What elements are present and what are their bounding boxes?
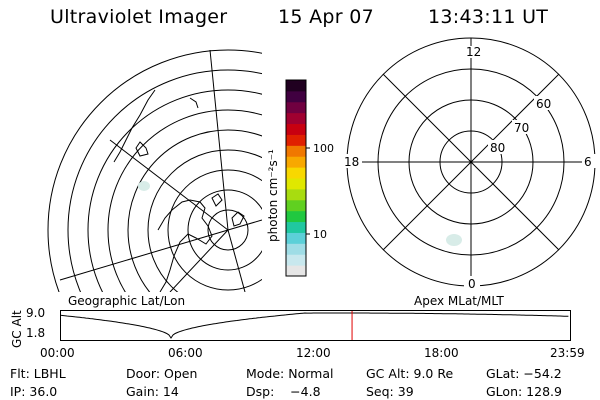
mlat-label-60: 60 <box>536 97 551 111</box>
x-tick-0600: 06:00 <box>168 346 203 360</box>
x-tick-1200: 12:00 <box>296 346 331 360</box>
polar-plot: 12 0 18 6 60 70 80 <box>342 37 596 291</box>
colorbar-cell <box>286 80 306 92</box>
x-tick-2359: 23:59 <box>550 346 585 360</box>
gc-alt-status: GC Alt: 9.0 Re <box>366 366 454 381</box>
longitude-lines <box>59 49 262 292</box>
colorbar-cell <box>286 90 306 103</box>
colorbar: 100 10 photon cm⁻²s⁻¹ <box>266 79 334 277</box>
instrument-title: Ultraviolet Imager <box>50 6 228 28</box>
colorbar-tick-100: 100 <box>313 142 334 155</box>
orbit-altitude-curve <box>60 312 569 339</box>
geographic-map-panel <box>0 30 262 292</box>
gain-status: Gain: 14 <box>126 384 179 399</box>
colorbar-cell <box>286 123 306 135</box>
colorbar-cell <box>286 101 306 114</box>
mlat-label-70: 70 <box>514 121 529 135</box>
colorbar-cell <box>286 265 306 277</box>
door-status: Door: Open <box>126 366 198 381</box>
polar-plot-label: Apex MLat/MLT <box>414 294 504 308</box>
x-tick-1800: 18:00 <box>424 346 459 360</box>
colorbar-frame <box>285 79 307 277</box>
colorbar-cell <box>286 167 306 179</box>
seq-status: Seq: 39 <box>366 384 414 399</box>
colorbar-tick-10: 10 <box>313 228 327 241</box>
colorbar-cell <box>286 156 306 168</box>
title-bar: Ultraviolet Imager 15 Apr 07 13:43:11 UT <box>0 0 600 36</box>
colorbar-cell <box>286 243 306 255</box>
colorbar-cell <box>286 232 306 244</box>
colorbar-cell <box>286 178 306 190</box>
aurora-spot <box>446 234 462 246</box>
colorbar-cell <box>286 210 306 223</box>
glon-status: GLon: 128.9 <box>486 384 562 399</box>
polar-diagonal-2 <box>382 73 560 251</box>
colorbar-cell <box>286 199 306 212</box>
glat-status: GLat: −54.2 <box>486 366 562 381</box>
gc-alt-axis-label: GC Alt <box>10 310 24 348</box>
polar-plot-panel: 12 0 18 6 60 70 80 <box>338 34 600 296</box>
colorbar-cell <box>286 221 306 233</box>
colorbar-cell <box>286 145 306 157</box>
orbit-plot <box>60 310 571 341</box>
filter-status: Flt: LBHL <box>10 366 66 381</box>
colorbar-cell <box>286 112 306 125</box>
colorbar-panel: 100 10 photon cm⁻²s⁻¹ <box>262 70 340 285</box>
time-label: 13:43:11 UT <box>428 6 549 28</box>
status-panel: Flt: LBHL Door: Open Mode: Normal GC Alt… <box>0 360 600 400</box>
x-tick-0000: 00:00 <box>40 346 75 360</box>
latitude-circles <box>47 49 262 292</box>
geo-map-label: Geographic Lat/Lon <box>68 294 186 308</box>
dsp-status: Dsp: −4.8 <box>246 384 321 399</box>
mode-status: Mode: Normal <box>246 366 334 381</box>
orbit-plot-frame <box>60 310 571 341</box>
y-tick-9: 9.0 <box>26 306 46 320</box>
colorbar-cells <box>286 80 306 277</box>
mlt-label-6: 6 <box>584 155 592 169</box>
aurora-spot <box>138 181 150 191</box>
ip-status: IP: 36.0 <box>10 384 58 399</box>
colorbar-unit-label: photon cm⁻²s⁻¹ <box>266 149 280 242</box>
mlat-label-80: 80 <box>490 141 505 155</box>
mlt-label-18: 18 <box>344 155 359 169</box>
coastlines <box>113 89 245 292</box>
colorbar-cell <box>286 188 306 201</box>
mlt-label-0: 0 <box>468 277 476 291</box>
geographic-map <box>47 49 262 292</box>
date-label: 15 Apr 07 <box>278 6 375 28</box>
colorbar-cell <box>286 254 306 266</box>
y-tick-1-8: 1.8 <box>26 326 46 340</box>
colorbar-cell <box>286 134 306 146</box>
orbit-timeline: Geographic Lat/Lon Apex MLat/MLT GC Alt … <box>0 292 600 362</box>
mlt-label-12: 12 <box>466 45 481 59</box>
